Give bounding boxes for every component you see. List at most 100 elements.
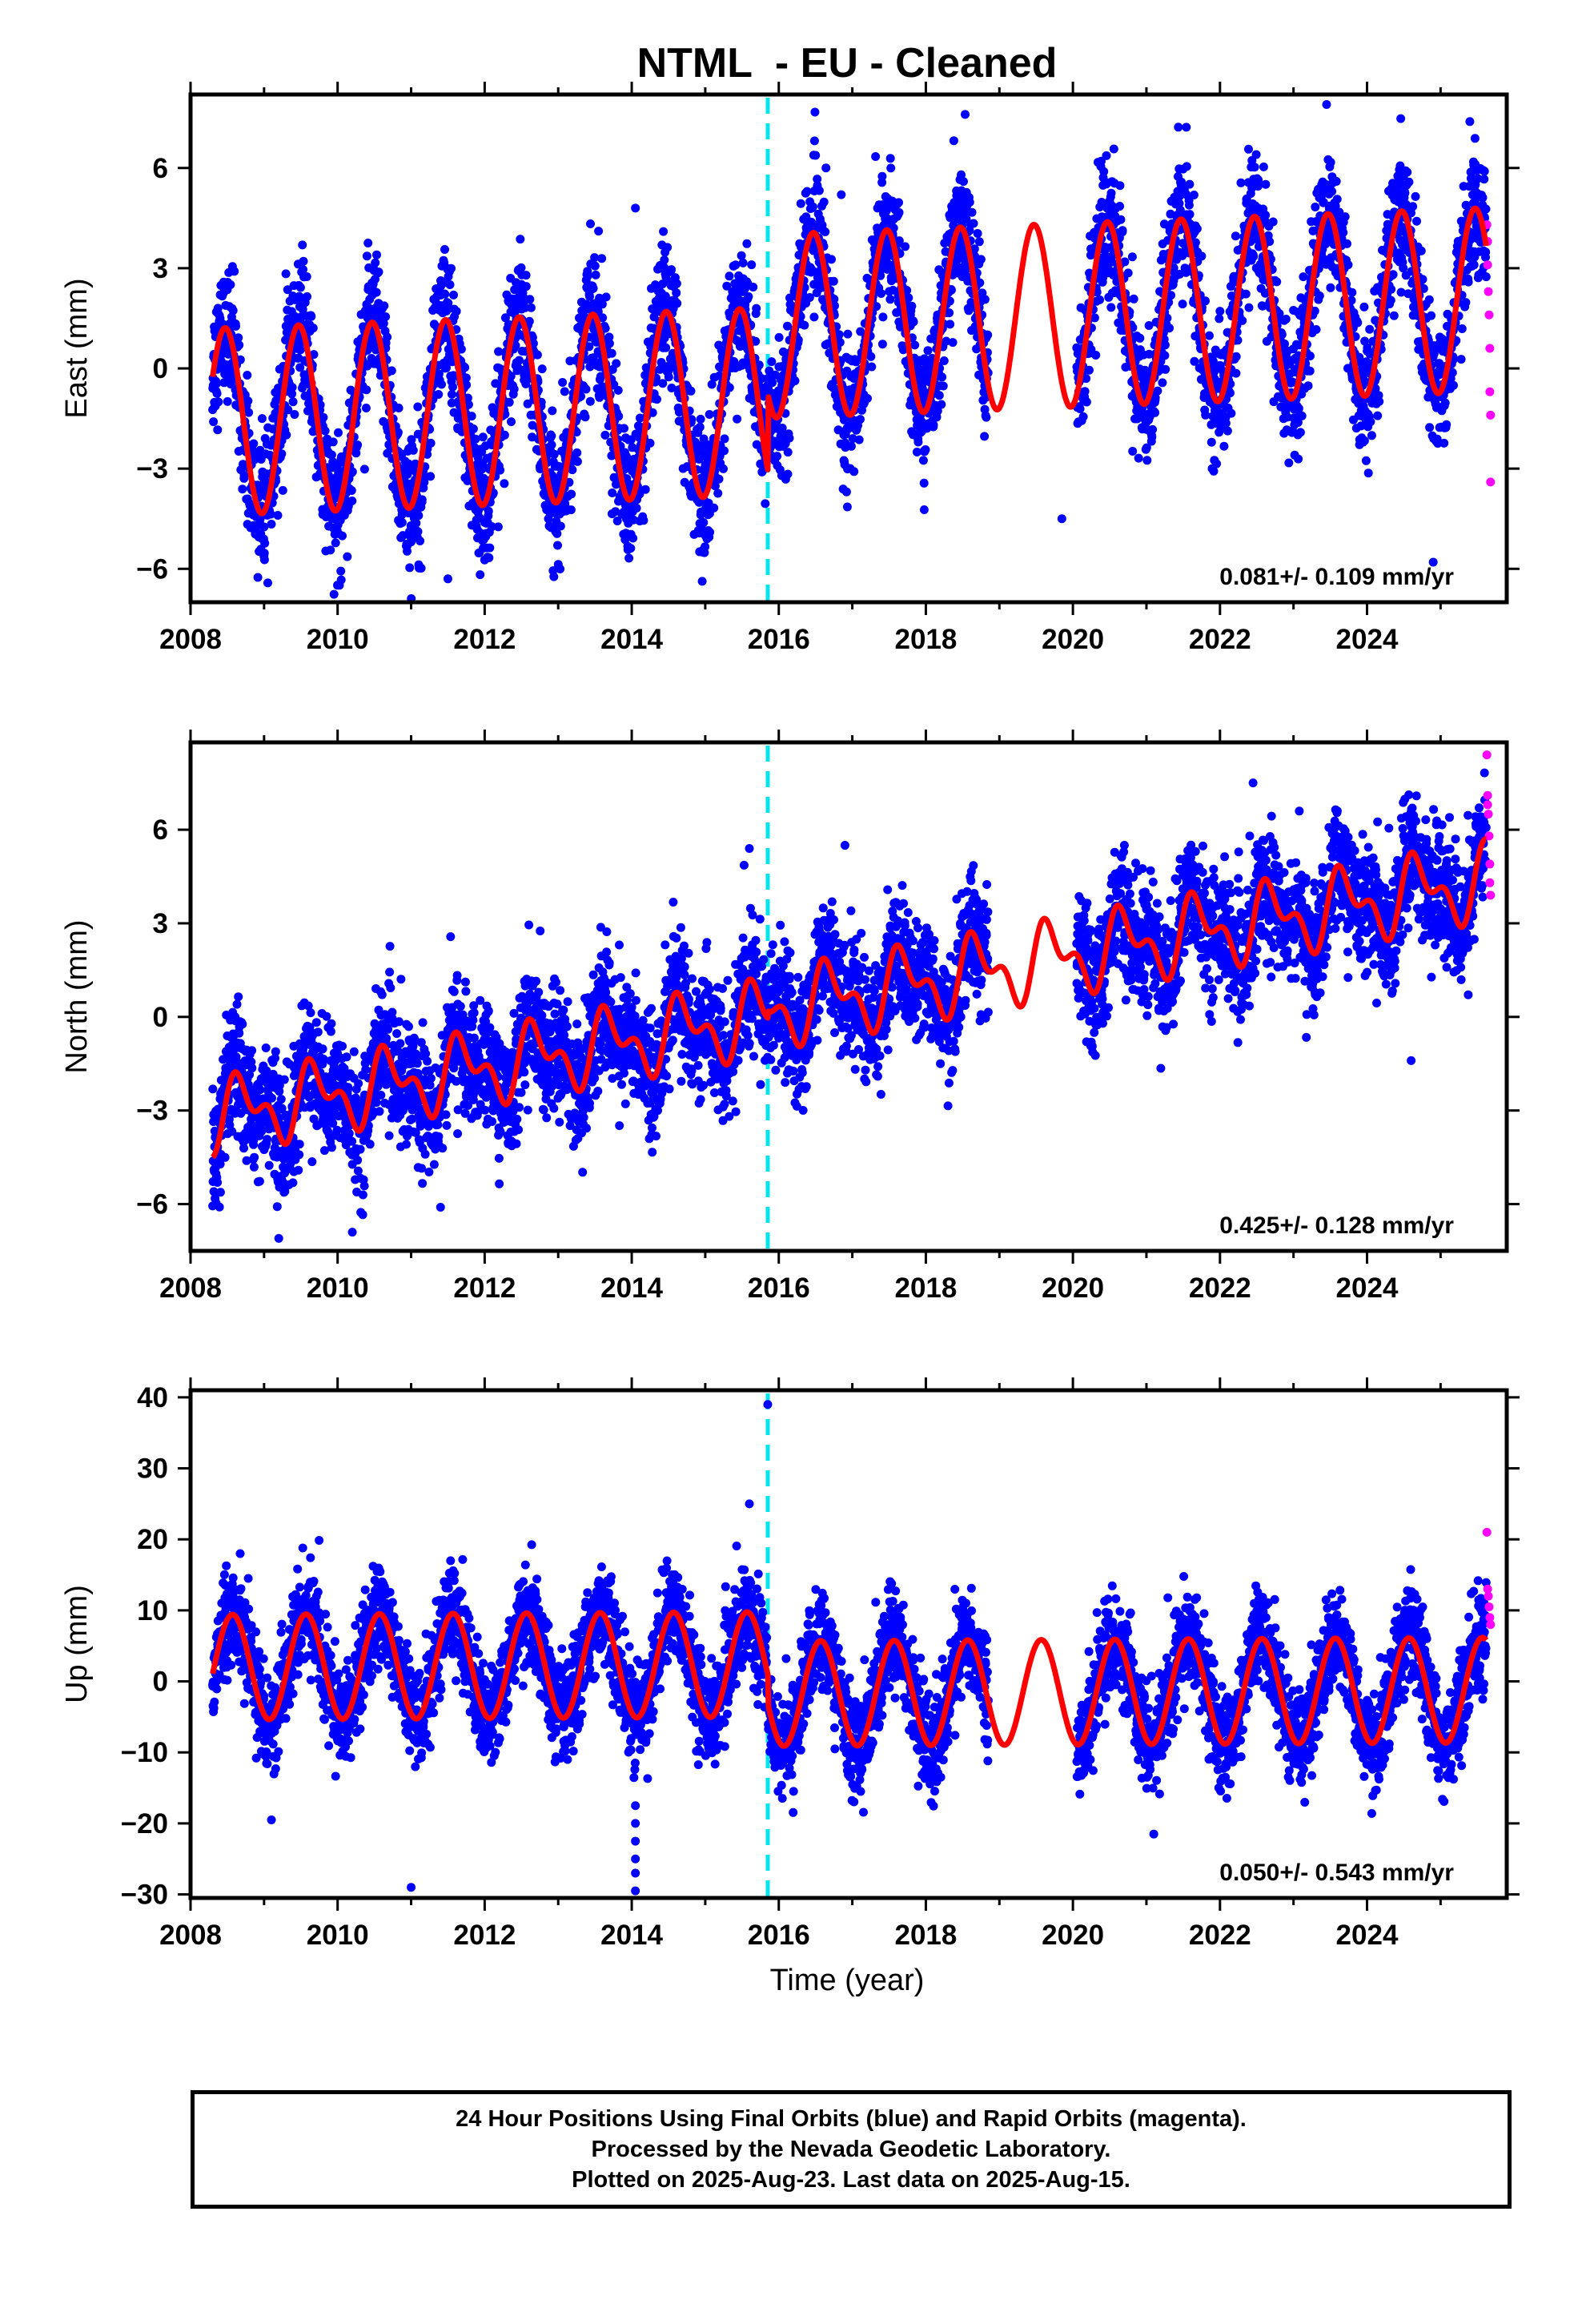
east-data-point [600, 324, 610, 333]
east-data-point [1148, 424, 1158, 434]
east-data-point [1147, 432, 1157, 442]
east-data-point [362, 385, 371, 395]
east-data-point [705, 528, 715, 537]
east-data-point [1412, 216, 1421, 226]
east-data-point [243, 396, 253, 406]
east-data-point [267, 520, 276, 529]
east-data-point [720, 434, 729, 444]
east-data-point [566, 505, 576, 515]
east-data-point [521, 271, 531, 280]
east-data-point [268, 424, 278, 434]
east-data-point [1311, 325, 1321, 334]
east-data-point [338, 531, 347, 541]
east-data-point [476, 570, 485, 580]
east-data-point [1339, 227, 1348, 237]
east-data-point [253, 573, 263, 582]
east-data-point [394, 404, 404, 412]
east-data-point [329, 589, 339, 599]
east-data-point [363, 361, 372, 371]
east-data-point [752, 304, 761, 313]
east-data-point [973, 229, 982, 238]
east-data-point [445, 280, 455, 289]
east-data-point [295, 345, 305, 355]
east-data-point [611, 507, 620, 517]
east-data-point [967, 207, 977, 217]
east-data-point [961, 110, 970, 119]
east-data-point [509, 384, 519, 394]
east-data-point [288, 397, 298, 407]
east-data-point [452, 307, 461, 316]
east-data-point [604, 332, 614, 342]
east-data-point [588, 283, 598, 293]
east-data-point [949, 136, 958, 146]
east-data-point [965, 198, 974, 207]
east-data-point [843, 329, 853, 339]
chart-title: NTML - EU - Cleaned [637, 40, 1058, 86]
east-data-point [238, 485, 247, 494]
east-data-point [1178, 300, 1187, 309]
east-data-point [871, 152, 881, 161]
east-data-point [532, 350, 542, 360]
east-data-point [907, 301, 917, 311]
east-data-point [387, 366, 396, 376]
east-data-point [1184, 200, 1194, 210]
east-data-point [710, 481, 720, 491]
east-data-point [1095, 295, 1104, 304]
east-data-point [648, 408, 657, 417]
east-data-point [298, 304, 307, 314]
east-data-point [1080, 387, 1090, 396]
east-data-point [1129, 294, 1138, 304]
east-data-point [878, 312, 888, 322]
east-data-point [336, 575, 346, 585]
east-data-point [1244, 303, 1254, 312]
east-data-point [257, 414, 267, 424]
east-final-orbit-points [208, 100, 1491, 602]
east-data-point [437, 380, 446, 389]
east-data-point [547, 440, 556, 449]
east-data-point [620, 424, 628, 433]
east-data-point [462, 380, 472, 390]
east-data-point [867, 362, 877, 372]
east-data-point [948, 338, 958, 348]
east-data-point [658, 279, 668, 289]
east-data-point [1305, 366, 1315, 376]
east-data-point [1201, 296, 1210, 306]
east-data-point [511, 340, 520, 350]
east-data-point [660, 255, 669, 265]
east-data-point [521, 282, 531, 292]
east-data-point [1363, 468, 1373, 478]
east-data-point [295, 363, 305, 372]
east-data-point [604, 339, 614, 348]
east-data-point [846, 441, 856, 451]
east-data-point [863, 394, 872, 403]
east-data-point [331, 538, 340, 548]
east-data-point [659, 227, 669, 236]
east-data-point [1150, 408, 1160, 417]
east-data-point [919, 505, 929, 514]
east-data-point [485, 543, 495, 553]
east-data-point [303, 292, 311, 301]
east-data-point [496, 465, 505, 475]
east-data-point [260, 538, 270, 548]
east-data-point [1359, 436, 1369, 445]
east-data-point [1389, 311, 1399, 320]
east-data-point [645, 438, 655, 448]
east-data-point [1215, 314, 1224, 324]
east-data-point [811, 151, 821, 160]
east-data-point [287, 383, 297, 392]
east-data-point [866, 352, 876, 361]
east-data-point [652, 395, 661, 404]
east-data-point [590, 261, 600, 271]
east-data-point [278, 485, 287, 495]
east-data-point [448, 389, 456, 399]
east-data-point [1254, 175, 1263, 185]
east-data-point [379, 319, 388, 328]
east-data-point [809, 136, 819, 146]
east-data-point [1106, 188, 1116, 198]
east-data-point [460, 363, 470, 372]
east-data-point [230, 267, 239, 276]
east-data-point [1223, 426, 1232, 436]
east-data-point [259, 555, 269, 565]
east-data-point [214, 397, 223, 407]
